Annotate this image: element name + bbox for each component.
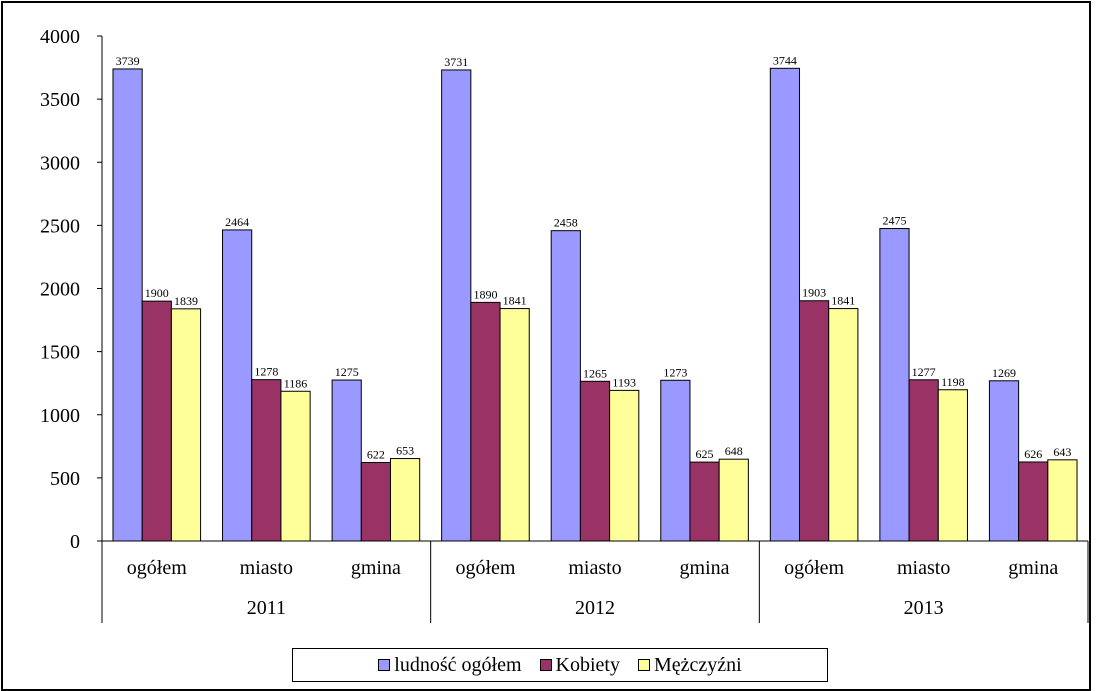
bar <box>441 69 472 542</box>
category-label: ogółem <box>127 557 187 579</box>
category-label: miasto <box>568 557 621 579</box>
data-label: 1193 <box>612 375 636 389</box>
legend: ludność ogółem Kobiety Mężczyźni <box>292 648 828 682</box>
bar <box>141 300 172 542</box>
data-label: 3739 <box>116 54 140 68</box>
bar <box>937 389 968 542</box>
y-tick-label: 1500 <box>40 342 80 364</box>
bar <box>170 308 202 542</box>
data-label: 2475 <box>882 214 906 228</box>
category-label: gmina <box>351 557 401 579</box>
bar <box>550 230 581 542</box>
y-tick-label: 2000 <box>40 279 80 301</box>
legend-item-0: ludność ogółem <box>378 653 522 677</box>
category-label: miasto <box>240 557 293 579</box>
data-label: 1841 <box>831 294 855 308</box>
bar <box>689 461 720 542</box>
bar <box>251 379 282 542</box>
data-label: 1265 <box>583 366 607 380</box>
bar <box>1047 459 1078 542</box>
data-label: 1277 <box>912 365 936 379</box>
bar <box>579 380 611 542</box>
legend-label-0: ludność ogółem <box>394 653 522 676</box>
bar <box>360 461 391 542</box>
legend-swatch-2 <box>637 659 650 671</box>
bar <box>879 228 910 542</box>
data-label: 643 <box>1053 445 1071 459</box>
data-label: 1890 <box>473 287 497 301</box>
data-label: 2458 <box>554 216 578 230</box>
data-label: 622 <box>367 447 385 461</box>
data-label: 1269 <box>992 366 1016 380</box>
legend-label-1: Kobiety <box>555 653 620 676</box>
legend-swatch-0 <box>378 659 391 671</box>
data-label: 3731 <box>444 55 468 69</box>
group-label: 2013 <box>904 597 944 619</box>
bar <box>389 458 421 542</box>
category-label: gmina <box>1008 557 1058 579</box>
data-label: 1900 <box>145 286 169 300</box>
group-label: 2011 <box>247 597 286 619</box>
bar <box>908 379 939 542</box>
bar <box>1018 461 1049 542</box>
bar <box>112 68 143 542</box>
y-tick-label: 0 <box>70 531 80 553</box>
data-label: 653 <box>396 444 414 458</box>
legend-swatch-1 <box>539 659 552 671</box>
y-tick-label: 2500 <box>40 215 80 237</box>
y-tick-label: 1000 <box>40 405 80 427</box>
bar <box>470 301 501 542</box>
category-label: ogółem <box>784 557 844 579</box>
category-label: ogółem <box>455 557 515 579</box>
bar <box>828 308 859 542</box>
legend-item-1: Kobiety <box>539 653 620 677</box>
data-label: 625 <box>696 447 714 461</box>
bar <box>609 389 640 542</box>
y-tick-label: 3500 <box>40 89 80 111</box>
bar <box>660 379 691 542</box>
data-label: 3744 <box>773 53 797 67</box>
data-label: 1275 <box>335 365 359 379</box>
y-tick-label: 3000 <box>40 152 80 174</box>
data-label: 1198 <box>941 375 965 389</box>
data-label: 1841 <box>503 294 527 308</box>
bar <box>769 67 801 542</box>
bar <box>499 308 530 542</box>
data-label: 1839 <box>174 294 198 308</box>
legend-label-2: Mężczyźni <box>653 653 742 676</box>
data-label: 1278 <box>254 365 278 379</box>
bar <box>280 390 311 542</box>
category-label: miasto <box>897 557 950 579</box>
y-tick-label: 4000 <box>40 26 80 48</box>
data-label: 648 <box>725 444 743 458</box>
data-label: 1903 <box>802 286 826 300</box>
bar <box>988 380 1020 542</box>
bar <box>331 379 362 542</box>
data-label: 1273 <box>663 365 687 379</box>
data-label: 1186 <box>284 376 308 390</box>
category-label: gmina <box>680 557 730 579</box>
bar <box>799 300 830 542</box>
data-label: 2464 <box>225 215 249 229</box>
y-tick-label: 500 <box>50 468 80 490</box>
legend-item-2: Mężczyźni <box>637 653 742 677</box>
bar <box>222 229 253 542</box>
data-label: 626 <box>1024 447 1042 461</box>
bar <box>718 458 749 542</box>
group-label: 2012 <box>575 597 615 619</box>
